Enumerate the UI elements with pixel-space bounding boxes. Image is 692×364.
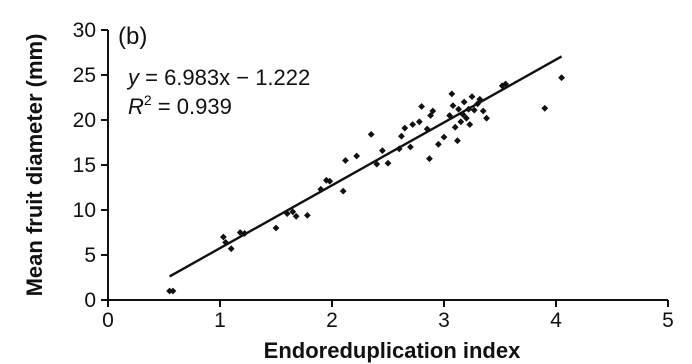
- data-point: [468, 93, 476, 100]
- data-point: [558, 74, 565, 82]
- data-point: [398, 132, 405, 140]
- data-point: [449, 102, 457, 109]
- data-point: [401, 124, 409, 132]
- data-point: [222, 239, 229, 246]
- data-point: [272, 224, 280, 232]
- data-point: [353, 152, 361, 160]
- data-point: [454, 137, 461, 145]
- data-point: [463, 114, 470, 122]
- data-point: [342, 157, 349, 164]
- data-point: [440, 133, 448, 141]
- data-point: [339, 187, 347, 195]
- r-squared-value: = 0.939: [152, 94, 232, 119]
- y-tick-label: 5: [84, 244, 96, 267]
- r-squared-superscript: 2: [144, 92, 152, 108]
- data-point: [541, 104, 549, 112]
- y-tick-label: 20: [73, 109, 96, 132]
- data-points: [166, 74, 565, 295]
- data-point: [303, 212, 311, 219]
- data-point: [466, 121, 474, 128]
- data-point: [426, 155, 433, 163]
- data-point: [435, 140, 442, 148]
- data-point: [289, 208, 297, 216]
- y-tick-label: 30: [73, 19, 96, 42]
- equation-variable: y: [126, 65, 141, 90]
- regression-equation: y = 6.983x − 1.222: [126, 65, 310, 90]
- data-point: [460, 98, 468, 106]
- r-squared-variable: R: [128, 94, 144, 119]
- data-point: [219, 233, 227, 241]
- data-point: [227, 245, 235, 253]
- data-point: [367, 131, 375, 138]
- x-tick-label: 0: [102, 309, 114, 332]
- x-tick-label: 3: [438, 309, 450, 332]
- x-tick-label: 1: [214, 309, 226, 332]
- data-point: [407, 143, 414, 151]
- x-tick-label: 5: [662, 309, 674, 332]
- x-axis-title: Endoreduplication index: [264, 338, 521, 363]
- equation-body: = 6.983x − 1.222: [139, 65, 310, 90]
- y-axis-title: Mean fruit diameter (mm): [22, 34, 47, 297]
- data-point: [448, 90, 456, 98]
- y-tick-label: 0: [84, 289, 96, 312]
- x-tick-label: 4: [550, 309, 562, 332]
- data-point: [384, 159, 392, 167]
- data-point: [379, 147, 386, 154]
- data-point: [169, 287, 177, 295]
- data-point: [236, 229, 244, 236]
- data-point: [415, 118, 423, 126]
- data-point: [455, 105, 462, 113]
- y-tick-label: 10: [73, 199, 96, 222]
- trendline: [169, 55, 563, 278]
- panel-label: (b): [118, 23, 147, 50]
- y-tick-label: 15: [73, 154, 96, 177]
- y-tick-label: 25: [73, 64, 96, 87]
- data-point: [292, 212, 300, 220]
- data-point: [326, 177, 334, 185]
- data-point: [451, 123, 459, 131]
- data-point: [283, 210, 291, 217]
- data-point: [479, 107, 487, 115]
- data-point: [409, 121, 417, 128]
- data-point: [427, 112, 434, 119]
- data-point: [418, 103, 425, 110]
- r-squared: R2 = 0.939: [128, 92, 232, 119]
- x-tick-label: 2: [326, 309, 338, 332]
- ticks: 0 1 2 3 4 5 0 5 10 15 20 25 30: [73, 19, 674, 332]
- data-point: [483, 114, 490, 122]
- data-point: [470, 106, 478, 114]
- data-point: [429, 107, 437, 115]
- data-point: [457, 118, 465, 126]
